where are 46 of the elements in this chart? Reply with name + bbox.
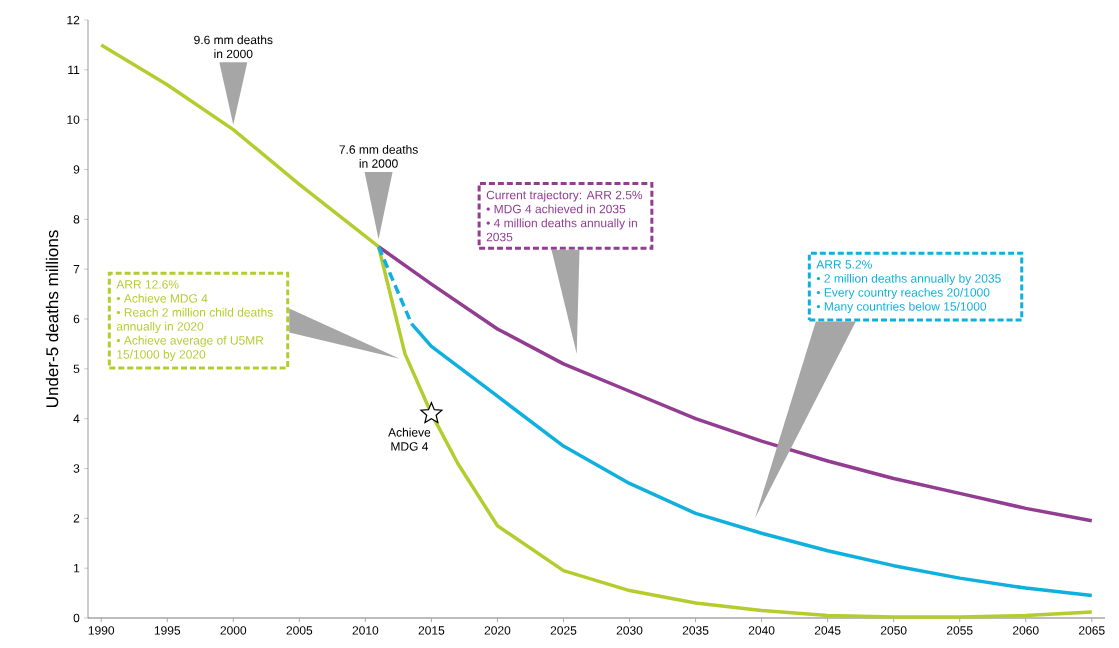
x-tick-label: 2055 <box>946 626 973 635</box>
y-tick-label: 0 <box>73 613 80 623</box>
line-series <box>376 244 1094 523</box>
y-tick-label: 3 <box>73 464 80 473</box>
y-tick-label: 5 <box>73 364 80 374</box>
y-tick-label: 8 <box>73 215 80 224</box>
x-tick-label: 2045 <box>814 626 841 635</box>
x-tick-label: 1995 <box>154 626 181 635</box>
x-tick-label: 2010 <box>352 626 379 635</box>
y-tick-label: 9 <box>73 165 80 174</box>
annotation: • MDG 4 achieved in 2035 <box>486 204 626 214</box>
y-tick-label: 12 <box>67 15 80 25</box>
x-tick-label: 2050 <box>880 626 907 635</box>
y-tick-label: 4 <box>73 414 80 423</box>
annotation: Achieve MDG 4 <box>388 427 431 451</box>
y-tick-label: 2 <box>73 514 80 523</box>
line-series <box>99 43 1094 619</box>
annotation: • Achieve average of U5MR 15/1000 by 2020 <box>116 335 264 361</box>
annotation: ARR 12.6% <box>116 280 179 289</box>
annotation: • 2 million deaths annually by 2035 <box>816 273 1001 286</box>
annotation: Current trajectory: ARR 2.5% <box>486 190 643 202</box>
x-tick-label: 2015 <box>418 626 445 635</box>
y-axis-title: Under-5 deaths millions <box>45 230 59 407</box>
y-tick-label: 10 <box>67 115 80 124</box>
y-tick-label: 7 <box>73 265 80 274</box>
annotation: ARR 5.2% <box>816 260 872 269</box>
x-tick-label: 2025 <box>550 626 577 635</box>
x-tick-label: 2035 <box>682 626 709 635</box>
x-tick-label: 2065 <box>1079 626 1105 635</box>
annotation: 9.6 mm deaths in 2000 <box>194 35 273 59</box>
x-tick-label: 2060 <box>1013 626 1039 635</box>
x-tick-label: 2000 <box>220 626 247 635</box>
annotation: 7.6 mm deaths in 2000 <box>339 144 418 168</box>
annotation: • Many countries below 15/1000 <box>816 301 987 314</box>
annotation: • 4 million deaths annually in 2035 <box>486 218 637 242</box>
annotation: • Reach 2 million child deaths annually in 2020 <box>116 307 273 333</box>
x-tick-label: 1990 <box>88 626 115 635</box>
x-tick-label: 2040 <box>748 626 775 635</box>
y-tick-label: 6 <box>73 314 80 324</box>
x-tick-label: 2020 <box>484 626 511 635</box>
annotation: • Achieve MDG 4 <box>116 293 208 303</box>
y-tick-label: 11 <box>68 65 80 74</box>
y-tick-label: 1 <box>74 564 80 573</box>
x-tick-label: 2005 <box>286 626 313 635</box>
annotation: • Every country reaches 20/1000 <box>816 287 990 300</box>
x-tick-label: 2030 <box>616 626 643 635</box>
